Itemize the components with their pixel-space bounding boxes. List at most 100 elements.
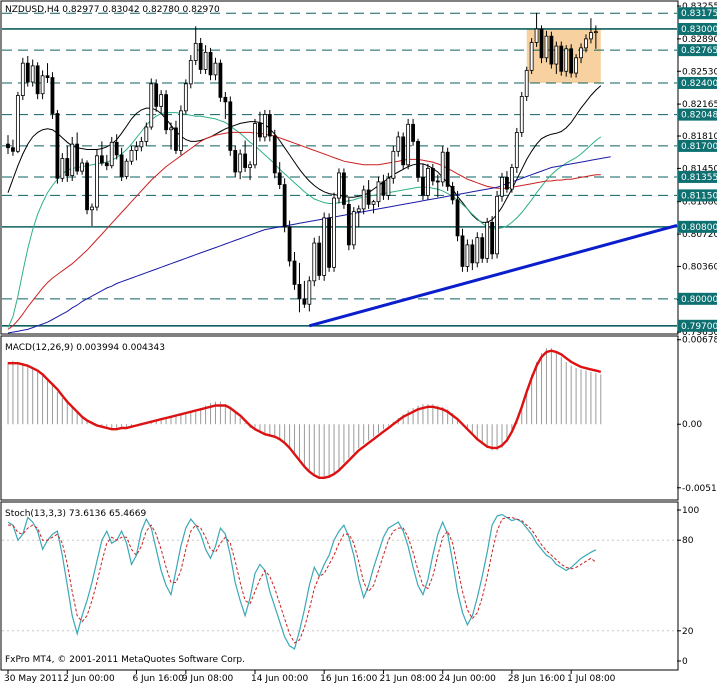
candle-body: [174, 127, 178, 151]
candle: [30, 59, 35, 87]
candle-body: [425, 167, 430, 196]
candle-body: [243, 153, 248, 168]
candle-body: [519, 96, 524, 133]
level-tag-box: [678, 7, 717, 20]
copyright-text: FxPro MT4, © 2001-2011 MetaQuotes Softwa…: [5, 655, 245, 665]
candle: [35, 62, 40, 100]
candle-body: [99, 155, 104, 164]
candle: [519, 91, 524, 137]
level-tag-label: 0.82765: [681, 46, 717, 56]
candle-body: [564, 48, 569, 72]
candle: [178, 105, 183, 155]
candle: [287, 220, 292, 267]
trendline-layer[interactable]: [308, 223, 678, 328]
level-tag: 0.82400: [678, 76, 717, 89]
candle: [440, 145, 445, 187]
candle: [549, 31, 554, 69]
candle-body: [287, 226, 292, 262]
candle-body: [317, 242, 322, 276]
candle: [114, 134, 119, 160]
candle-body: [164, 94, 168, 131]
price-tick-label: 0.81810: [682, 132, 717, 142]
level-tag: 0.81355: [678, 170, 717, 183]
candle: [129, 145, 134, 165]
candle: [312, 237, 317, 287]
candle-body: [178, 110, 183, 151]
candle-body: [480, 237, 485, 259]
candle: [262, 109, 267, 142]
candle-body: [524, 69, 529, 97]
candle: [391, 145, 396, 184]
candle: [544, 30, 549, 63]
price-tick-label: 0.80360: [682, 262, 717, 272]
level-tag: 0.79700: [678, 319, 717, 332]
candle: [144, 122, 149, 146]
candle-body: [584, 38, 588, 49]
candle-body: [544, 35, 549, 59]
candle: [485, 217, 490, 263]
level-tag-box: [678, 139, 717, 152]
candle-body: [208, 51, 213, 76]
candle-body: [579, 47, 583, 59]
candle: [396, 131, 401, 157]
time-tick-label: 2 Jun 00:00: [63, 674, 115, 684]
candle-body: [371, 201, 376, 205]
candles-layer: [6, 12, 598, 313]
candle: [579, 43, 583, 64]
macd-layer: 0.00678 0.00 -0.00510: [7, 336, 717, 494]
candle: [15, 91, 20, 154]
candle: [470, 239, 475, 271]
candle: [564, 45, 569, 77]
candle: [505, 171, 509, 193]
candle: [20, 57, 25, 101]
candle: [356, 205, 361, 227]
candle-body: [440, 151, 445, 183]
candle: [411, 118, 415, 146]
price-tick-label: 0.81080: [682, 198, 717, 208]
candle-body: [149, 83, 154, 128]
candle: [104, 154, 109, 171]
candle-body: [554, 45, 559, 65]
candle-body: [569, 48, 574, 74]
candle: [85, 160, 89, 215]
candle-body: [386, 177, 391, 196]
level-tag-label: 0.80800: [681, 223, 717, 233]
candle: [164, 90, 168, 135]
level-tag-box: [678, 44, 717, 57]
candle: [238, 149, 243, 180]
candle: [248, 161, 252, 181]
candle-body: [238, 153, 243, 173]
support-trendline[interactable]: [308, 223, 678, 328]
candle: [55, 109, 60, 184]
candle-body: [213, 62, 218, 76]
price-tick-label: 0.82165: [682, 100, 717, 110]
level-tag-label: 0.82048: [681, 111, 717, 121]
candle: [416, 138, 420, 182]
candle: [361, 185, 366, 215]
candle: [50, 72, 55, 119]
candle: [386, 172, 391, 200]
candle: [307, 276, 312, 312]
candle: [465, 239, 470, 272]
price-tick-label: 0.82890: [682, 35, 717, 45]
time-tick-label: 24 Jun 00:00: [439, 674, 496, 684]
candle: [455, 190, 460, 242]
candle: [371, 199, 376, 214]
candle-body: [455, 199, 460, 237]
candle: [584, 34, 588, 53]
candle-body: [534, 28, 539, 43]
candle-body: [366, 189, 371, 205]
candle: [159, 90, 164, 115]
candle: [327, 213, 332, 272]
candle-body: [65, 158, 70, 176]
candle: [119, 147, 124, 181]
candle: [75, 132, 80, 175]
price-tick-label: 0.80720: [682, 230, 717, 240]
candle-body: [282, 184, 287, 228]
time-tick-label: 14 Jun 00:00: [251, 674, 308, 684]
candle-body: [589, 32, 593, 40]
candle: [534, 12, 539, 47]
candle: [99, 141, 104, 166]
time-tick-label: 6 Jun 16:00: [132, 674, 184, 684]
